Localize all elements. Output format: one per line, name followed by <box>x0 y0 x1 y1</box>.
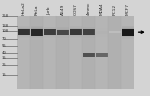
Bar <box>69 16 82 89</box>
Bar <box>70 35 82 36</box>
Bar <box>96 30 108 31</box>
Bar <box>57 30 69 35</box>
Bar <box>96 34 108 35</box>
Bar <box>31 29 43 36</box>
Text: 55: 55 <box>2 44 6 48</box>
Bar <box>122 29 134 36</box>
Bar <box>57 29 69 30</box>
Text: 40: 40 <box>2 51 6 55</box>
Bar <box>122 37 134 38</box>
Bar <box>18 37 30 38</box>
Bar <box>109 31 121 33</box>
Bar <box>57 36 69 37</box>
Bar <box>44 29 56 35</box>
Text: 130: 130 <box>2 24 9 28</box>
Bar <box>109 33 121 34</box>
Text: COS7: COS7 <box>74 3 78 15</box>
Bar <box>83 36 95 37</box>
Bar <box>31 27 43 28</box>
Bar <box>18 35 30 36</box>
Bar <box>70 26 82 27</box>
Bar <box>109 30 121 31</box>
Bar <box>122 26 134 27</box>
Bar <box>18 36 30 37</box>
Bar <box>44 27 56 28</box>
Bar <box>83 28 95 29</box>
Bar <box>122 38 134 39</box>
Bar <box>96 28 108 29</box>
Bar <box>30 16 43 89</box>
Text: ReLa: ReLa <box>35 4 39 15</box>
Text: 70: 70 <box>2 37 6 41</box>
Bar <box>31 36 43 37</box>
Text: 100: 100 <box>2 29 9 33</box>
Bar <box>44 37 56 38</box>
Bar <box>70 28 82 29</box>
Bar <box>57 37 69 38</box>
Bar <box>122 27 134 28</box>
Bar <box>31 26 43 27</box>
Text: Jurb: Jurb <box>48 6 52 15</box>
Bar <box>70 27 82 28</box>
Bar <box>31 37 43 38</box>
Text: 35: 35 <box>2 55 6 60</box>
Text: 15: 15 <box>2 73 6 77</box>
Text: HeLa2: HeLa2 <box>22 1 26 15</box>
Bar <box>31 28 43 29</box>
Bar <box>96 35 108 36</box>
Bar <box>44 35 56 36</box>
Bar <box>83 35 95 36</box>
Text: 250: 250 <box>2 14 9 18</box>
Bar <box>121 16 134 89</box>
Bar <box>109 35 121 36</box>
Bar <box>18 29 30 35</box>
Text: MDA4: MDA4 <box>100 2 104 15</box>
Bar <box>95 16 108 89</box>
Text: MCF7: MCF7 <box>126 3 130 15</box>
Bar <box>122 28 134 29</box>
Bar <box>57 27 69 28</box>
Bar <box>96 53 108 57</box>
Bar <box>57 35 69 36</box>
Bar <box>70 36 82 37</box>
Text: 25: 25 <box>2 63 6 67</box>
Bar <box>70 37 82 38</box>
Bar <box>43 16 56 89</box>
Text: A549: A549 <box>61 3 65 15</box>
Bar <box>108 16 121 89</box>
Bar <box>17 16 30 89</box>
Bar <box>83 27 95 28</box>
Bar <box>109 34 121 35</box>
Text: 4mmc: 4mmc <box>87 1 91 15</box>
Bar <box>17 16 134 89</box>
Bar <box>18 26 30 27</box>
Bar <box>56 16 69 89</box>
Bar <box>122 36 134 37</box>
Text: PC12: PC12 <box>113 4 117 15</box>
Bar <box>44 36 56 37</box>
Bar <box>83 29 95 35</box>
Bar <box>18 27 30 28</box>
Bar <box>44 28 56 29</box>
Bar <box>96 31 108 34</box>
Bar <box>109 29 121 30</box>
Bar <box>57 28 69 29</box>
Bar <box>70 29 82 35</box>
Bar <box>96 29 108 30</box>
Bar <box>83 37 95 38</box>
Bar <box>18 28 30 29</box>
Bar <box>82 16 95 89</box>
Bar <box>109 28 121 29</box>
Bar <box>83 53 95 57</box>
